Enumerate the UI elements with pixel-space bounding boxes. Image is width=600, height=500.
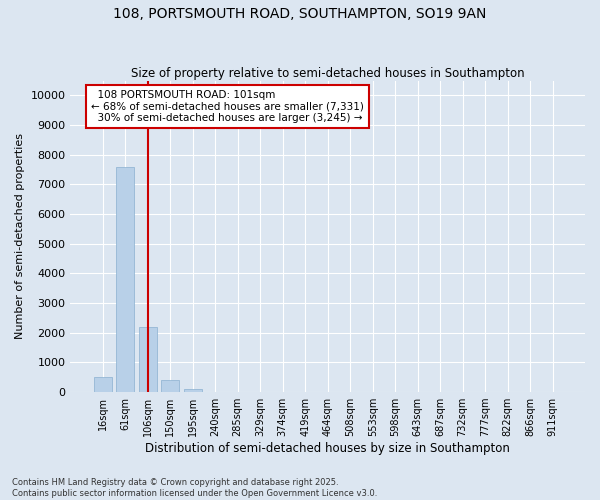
Bar [94,378,112,392]
Bar [139,327,157,392]
X-axis label: Distribution of semi-detached houses by size in Southampton: Distribution of semi-detached houses by … [145,442,510,455]
Text: Contains HM Land Registry data © Crown copyright and database right 2025.
Contai: Contains HM Land Registry data © Crown c… [12,478,377,498]
Title: Size of property relative to semi-detached houses in Southampton: Size of property relative to semi-detach… [131,66,524,80]
Bar [161,380,179,392]
Bar [116,166,134,392]
Y-axis label: Number of semi-detached properties: Number of semi-detached properties [15,134,25,340]
Text: 108, PORTSMOUTH ROAD, SOUTHAMPTON, SO19 9AN: 108, PORTSMOUTH ROAD, SOUTHAMPTON, SO19 … [113,8,487,22]
Bar [184,389,202,392]
Text: 108 PORTSMOUTH ROAD: 101sqm
← 68% of semi-detached houses are smaller (7,331)
  : 108 PORTSMOUTH ROAD: 101sqm ← 68% of sem… [91,90,364,123]
